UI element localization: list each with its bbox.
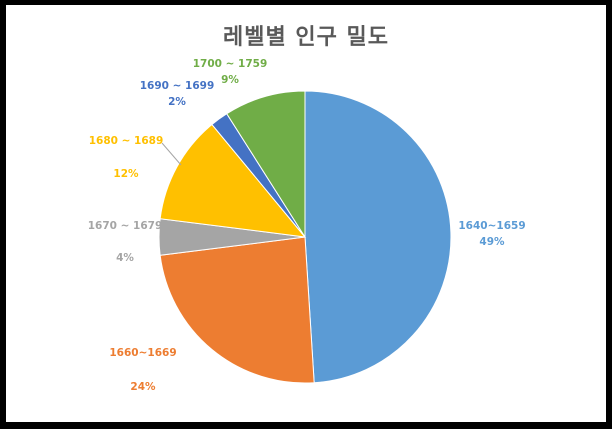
slice-label-1: 1640~1659 [458, 220, 525, 232]
pie-slice-4 [159, 123, 307, 238]
leader-line-4 [161, 142, 182, 166]
chart-title: 레벨별 인구 밀도 [223, 25, 389, 50]
chart-area: 레벨별 인구 밀도 1640~1659 49% 1660~1669 24% 1670 ~… [6, 5, 606, 422]
slice-percent-3: 4% [116, 252, 134, 264]
slice-label-2: 1660~1669 [109, 347, 176, 359]
slice-percent-1: 49% [479, 236, 505, 248]
slice-label-4: 1680 ~ 1689 [89, 135, 164, 147]
slice-percent-4: 12% [113, 168, 139, 180]
slice-percent-2: 24% [130, 381, 156, 393]
pie-slice-2 [159, 236, 315, 384]
slice-percent-5: 2% [168, 96, 186, 108]
slice-percent-6: 9% [221, 74, 239, 86]
pie-slice-6 [226, 90, 306, 239]
slice-label-3: 1670 ~ 1679 [88, 220, 163, 232]
pie-chart: 1640~1659 49% 1660~1669 24% 1670 ~ 1679 4% 168… [88, 58, 526, 393]
slice-label-6: 1700 ~ 1759 [193, 58, 268, 70]
slice-label-5: 1690 ~ 1699 [140, 80, 215, 92]
pie-slice-1 [304, 90, 452, 384]
